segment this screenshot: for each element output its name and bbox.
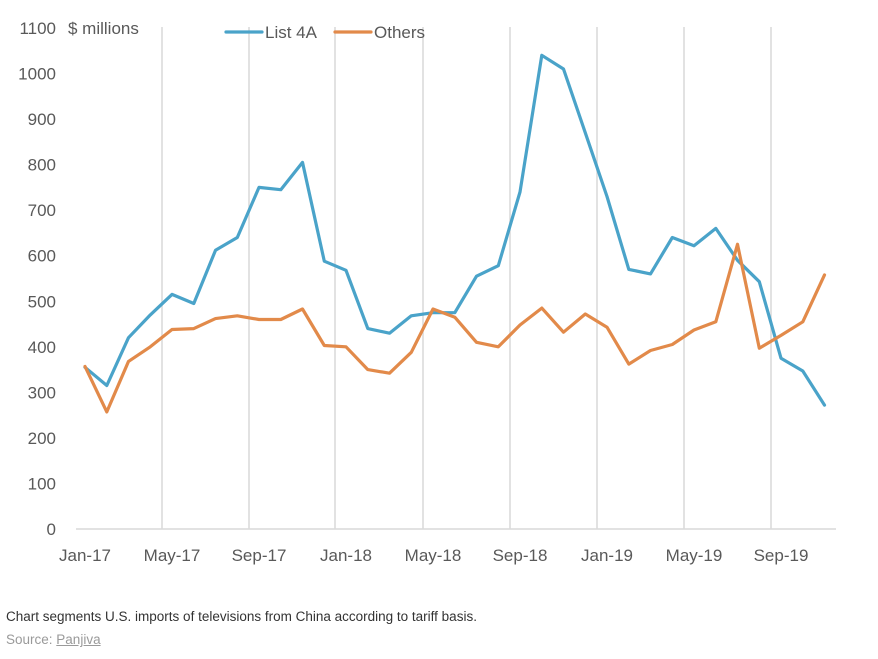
series-line-list-4a <box>83 53 827 407</box>
y-tick-700: 700 <box>28 201 56 220</box>
x-tick-sep-19: Sep-19 <box>754 546 809 565</box>
y-tick-300: 300 <box>28 383 56 402</box>
y-tick-800: 800 <box>28 156 56 175</box>
x-tick-may-17: May-17 <box>144 546 201 565</box>
y-tick-200: 200 <box>28 429 56 448</box>
chart-source: Source: Panjiva <box>6 632 101 647</box>
vertical-gridlines <box>161 27 772 529</box>
y-axis-ticks: 0 100 200 300 400 500 600 700 800 900 1000 1100 <box>18 19 56 539</box>
chart-caption: Chart segments U.S. imports of televisio… <box>6 609 477 624</box>
x-axis-ticks: Jan-17 May-17 Sep-17 Jan-18 May-18 Sep-18 Jan-… <box>59 546 808 565</box>
x-tick-jan-17: Jan-17 <box>59 546 111 565</box>
y-tick-1000: 1000 <box>18 65 56 84</box>
y-tick-0: 0 <box>47 520 56 539</box>
y-tick-400: 400 <box>28 338 56 357</box>
line-chart: 0 100 200 300 400 500 600 700 800 900 1000 1100 $ m… <box>18 19 836 565</box>
y-axis-unit-label: $ millions <box>68 19 139 38</box>
series-lines <box>83 53 827 414</box>
x-tick-may-19: May-19 <box>666 546 723 565</box>
y-tick-100: 100 <box>28 474 56 493</box>
x-tick-jan-18: Jan-18 <box>320 546 372 565</box>
chart-legend: List 4A Others <box>224 23 425 42</box>
source-link-panjiva[interactable]: Panjiva <box>56 632 101 647</box>
series-line-others <box>83 242 827 414</box>
y-tick-600: 600 <box>28 247 56 266</box>
legend-label-others: Others <box>374 23 425 42</box>
y-tick-500: 500 <box>28 292 56 311</box>
source-label: Source: <box>6 632 53 647</box>
x-tick-sep-18: Sep-18 <box>493 546 548 565</box>
y-tick-900: 900 <box>28 110 56 129</box>
y-tick-1100: 1100 <box>19 19 56 38</box>
x-tick-jan-19: Jan-19 <box>581 546 633 565</box>
x-tick-may-18: May-18 <box>405 546 462 565</box>
x-tick-sep-17: Sep-17 <box>232 546 287 565</box>
legend-label-list-4a: List 4A <box>265 23 318 42</box>
